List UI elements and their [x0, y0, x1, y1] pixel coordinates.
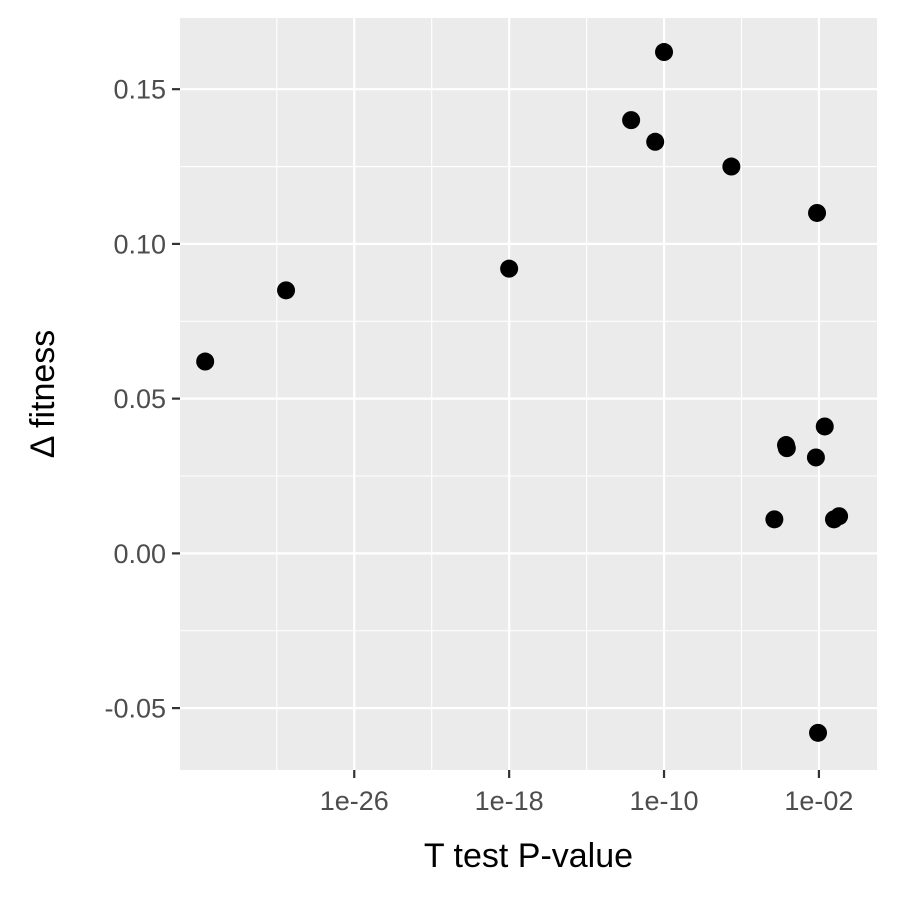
y-axis-title: Δ fitness — [24, 330, 62, 459]
y-tick-label: 0.15 — [113, 75, 166, 105]
data-point — [277, 281, 296, 300]
data-point — [765, 510, 784, 529]
data-points — [196, 43, 849, 742]
data-point — [806, 448, 825, 467]
data-point — [722, 157, 741, 176]
data-point — [815, 417, 834, 436]
y-tick-label: 0.10 — [113, 229, 166, 259]
x-tick-label: 1e-26 — [320, 786, 389, 816]
data-point — [830, 507, 849, 526]
x-tick-label: 1e-10 — [629, 786, 698, 816]
x-axis-title: T test P-value — [424, 837, 633, 875]
data-point — [809, 723, 828, 742]
x-axis: 1e-26 1e-18 1e-10 1e-02 — [320, 770, 853, 816]
data-point — [622, 111, 641, 130]
data-point — [196, 352, 215, 371]
y-axis: -0.05 0.00 0.05 0.10 0.15 — [104, 75, 180, 724]
x-tick-label: 1e-02 — [784, 786, 853, 816]
data-point — [808, 203, 827, 222]
x-tick-label: 1e-18 — [475, 786, 544, 816]
plot-panel — [180, 18, 877, 770]
y-tick-label: -0.05 — [104, 694, 166, 724]
minor-gridlines — [180, 18, 877, 770]
data-point — [646, 132, 665, 151]
data-point — [500, 259, 519, 278]
data-point — [655, 43, 674, 62]
y-tick-label: 0.00 — [113, 539, 166, 569]
y-tick-label: 0.05 — [113, 384, 166, 414]
data-point — [777, 439, 796, 458]
